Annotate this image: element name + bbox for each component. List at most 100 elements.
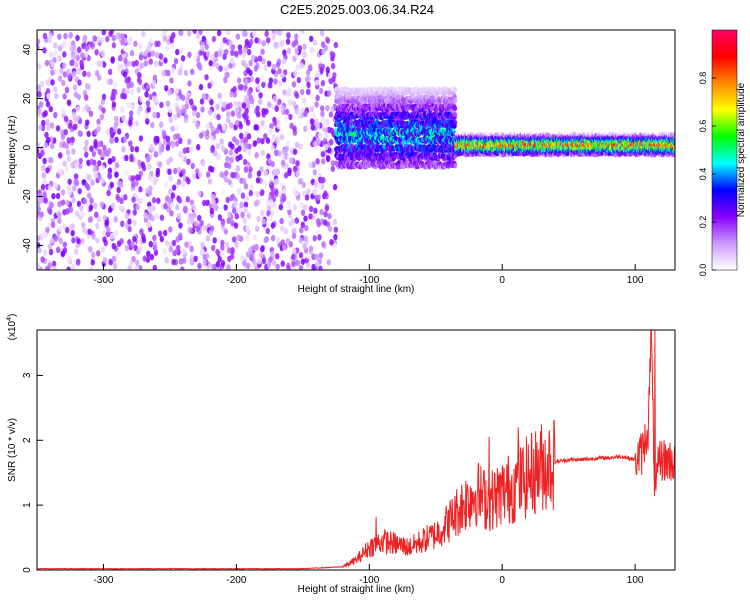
spectrogram-cell bbox=[138, 245, 143, 252]
spectrogram-cell bbox=[57, 200, 62, 208]
spectrogram-cell bbox=[260, 48, 265, 55]
spectrogram-cell bbox=[230, 220, 235, 227]
spectrogram-cell bbox=[309, 93, 314, 100]
spectrogram-cell bbox=[229, 194, 234, 202]
spectrogram-cell bbox=[165, 144, 171, 151]
spectrogram-cell bbox=[174, 124, 179, 132]
spectrogram-cell bbox=[48, 105, 54, 113]
spectrogram-cell bbox=[244, 38, 250, 46]
spectrogram-cell bbox=[60, 250, 66, 257]
spectrogram-cell bbox=[225, 71, 230, 79]
spectrogram-cell bbox=[128, 119, 133, 126]
spectrogram-cell bbox=[222, 53, 227, 61]
spectrogram-cell bbox=[333, 226, 339, 233]
spectrogram-cell bbox=[261, 40, 266, 47]
spectrogram-cell bbox=[225, 196, 230, 204]
spectrogram-cell bbox=[49, 122, 55, 129]
spectrogram-cell bbox=[124, 212, 129, 220]
spectrogram-cell bbox=[84, 182, 89, 189]
spectrogram-cell bbox=[102, 256, 108, 264]
spectrogram-cell bbox=[87, 192, 92, 199]
spectrogram-cell bbox=[302, 43, 307, 50]
spectrogram-cell bbox=[101, 61, 107, 68]
spectrogram-cell bbox=[285, 140, 291, 147]
spectrogram-cell bbox=[63, 128, 68, 136]
spectrogram-cell bbox=[79, 204, 84, 212]
spectrogram-cell bbox=[298, 252, 304, 259]
spectrogram-cell bbox=[128, 140, 133, 147]
spectrogram-cell bbox=[292, 148, 298, 155]
spectrogram-cell bbox=[217, 92, 222, 99]
spectrogram-cell bbox=[45, 227, 50, 234]
spectrogram-cell bbox=[154, 51, 160, 59]
spectrogram-cell bbox=[134, 59, 139, 67]
spectrogram-cell bbox=[114, 162, 120, 169]
spectrogram-cell bbox=[68, 206, 74, 213]
spectrogram-cell bbox=[84, 45, 89, 52]
spectrogram-cell bbox=[137, 78, 143, 86]
spectrogram-cell bbox=[234, 212, 240, 220]
spectrogram-cell bbox=[266, 204, 272, 212]
spectrogram-cell bbox=[61, 79, 66, 87]
spectrogram-cell bbox=[42, 157, 47, 165]
spectrogram-cell bbox=[293, 33, 299, 40]
spectrogram-cell bbox=[321, 241, 326, 248]
spectrogram-cell bbox=[64, 166, 70, 173]
spectrogram-cell bbox=[66, 68, 71, 76]
spectrogram-cell bbox=[123, 57, 128, 64]
spectrogram-cell bbox=[87, 228, 92, 235]
spectrogram-cell bbox=[278, 190, 283, 198]
spectrogram-cell bbox=[188, 227, 194, 235]
spectrogram-cell bbox=[107, 68, 113, 76]
spectrogram-cell bbox=[220, 145, 226, 152]
spectrogram-cell bbox=[303, 235, 308, 242]
spectrogram-cell bbox=[75, 54, 80, 62]
spectrogram-cell bbox=[248, 69, 253, 77]
spectrogram-cell bbox=[299, 227, 304, 234]
spectrogram-cell bbox=[67, 189, 72, 196]
spectrogram-cell bbox=[159, 146, 165, 153]
spectrogram-cell bbox=[233, 200, 238, 207]
spectrogram-cell bbox=[44, 59, 50, 67]
spectrogram-cell bbox=[129, 211, 134, 219]
spectrogram-cell bbox=[453, 86, 458, 93]
spectrogram-cell bbox=[181, 168, 186, 175]
spectrogram-cell bbox=[100, 177, 105, 184]
spectrogram-cell bbox=[70, 50, 76, 58]
spectrogram-cell bbox=[119, 238, 124, 245]
spectrogram-cell bbox=[94, 49, 99, 56]
spectrogram-cell bbox=[186, 158, 191, 165]
spectrogram-cell bbox=[152, 244, 158, 252]
spectrogram-cell bbox=[125, 119, 130, 126]
spectrogram-cell bbox=[180, 266, 185, 270]
spectrogram-cell bbox=[302, 242, 307, 250]
spectrogram-cell bbox=[37, 43, 40, 51]
spectrogram-cell bbox=[237, 145, 242, 152]
spectrogram-cell bbox=[309, 118, 315, 125]
spectrogram-cell bbox=[82, 36, 87, 44]
spectrogram-cell bbox=[243, 183, 249, 190]
spectrogram-cell bbox=[315, 218, 321, 225]
spectrogram-cell bbox=[259, 166, 264, 173]
spectrogram-cell bbox=[193, 255, 198, 263]
spectrogram-cell bbox=[255, 177, 261, 184]
spectrogram-cell bbox=[42, 249, 48, 256]
spectrogram-cell bbox=[323, 190, 328, 197]
spectrogram-cell bbox=[65, 199, 70, 207]
spectrogram-cell bbox=[246, 212, 252, 219]
spectrogram-cell bbox=[305, 69, 311, 76]
spectrogram-cell bbox=[194, 220, 199, 227]
spectrogram-cell bbox=[57, 55, 62, 62]
spectrogram-cell bbox=[146, 221, 151, 228]
spectrogram-cell bbox=[303, 215, 308, 222]
spectrogram-cell bbox=[58, 225, 63, 232]
spectrogram-cell bbox=[270, 234, 276, 242]
spectrogram-cell bbox=[55, 192, 61, 200]
spectrogram-cell bbox=[144, 91, 149, 98]
spectrogram-cell bbox=[145, 118, 150, 125]
spectrogram-cell bbox=[92, 165, 97, 173]
spectrogram-cell bbox=[305, 120, 311, 127]
spectrogram-cell bbox=[261, 218, 266, 225]
spectrogram-cell bbox=[167, 197, 172, 205]
spectrogram-cell bbox=[262, 180, 267, 188]
